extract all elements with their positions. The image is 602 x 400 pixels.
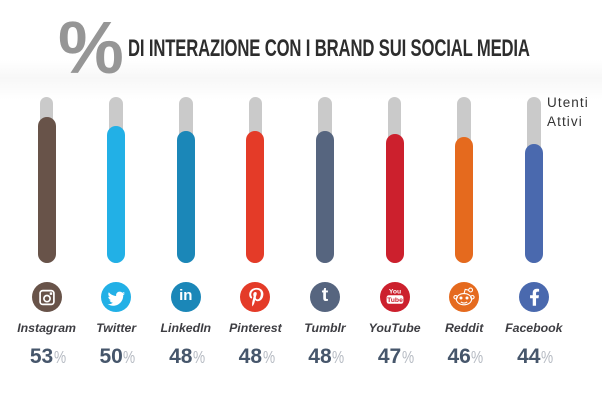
svg-text:You: You xyxy=(388,288,400,295)
svg-text:Tube: Tube xyxy=(387,296,403,303)
